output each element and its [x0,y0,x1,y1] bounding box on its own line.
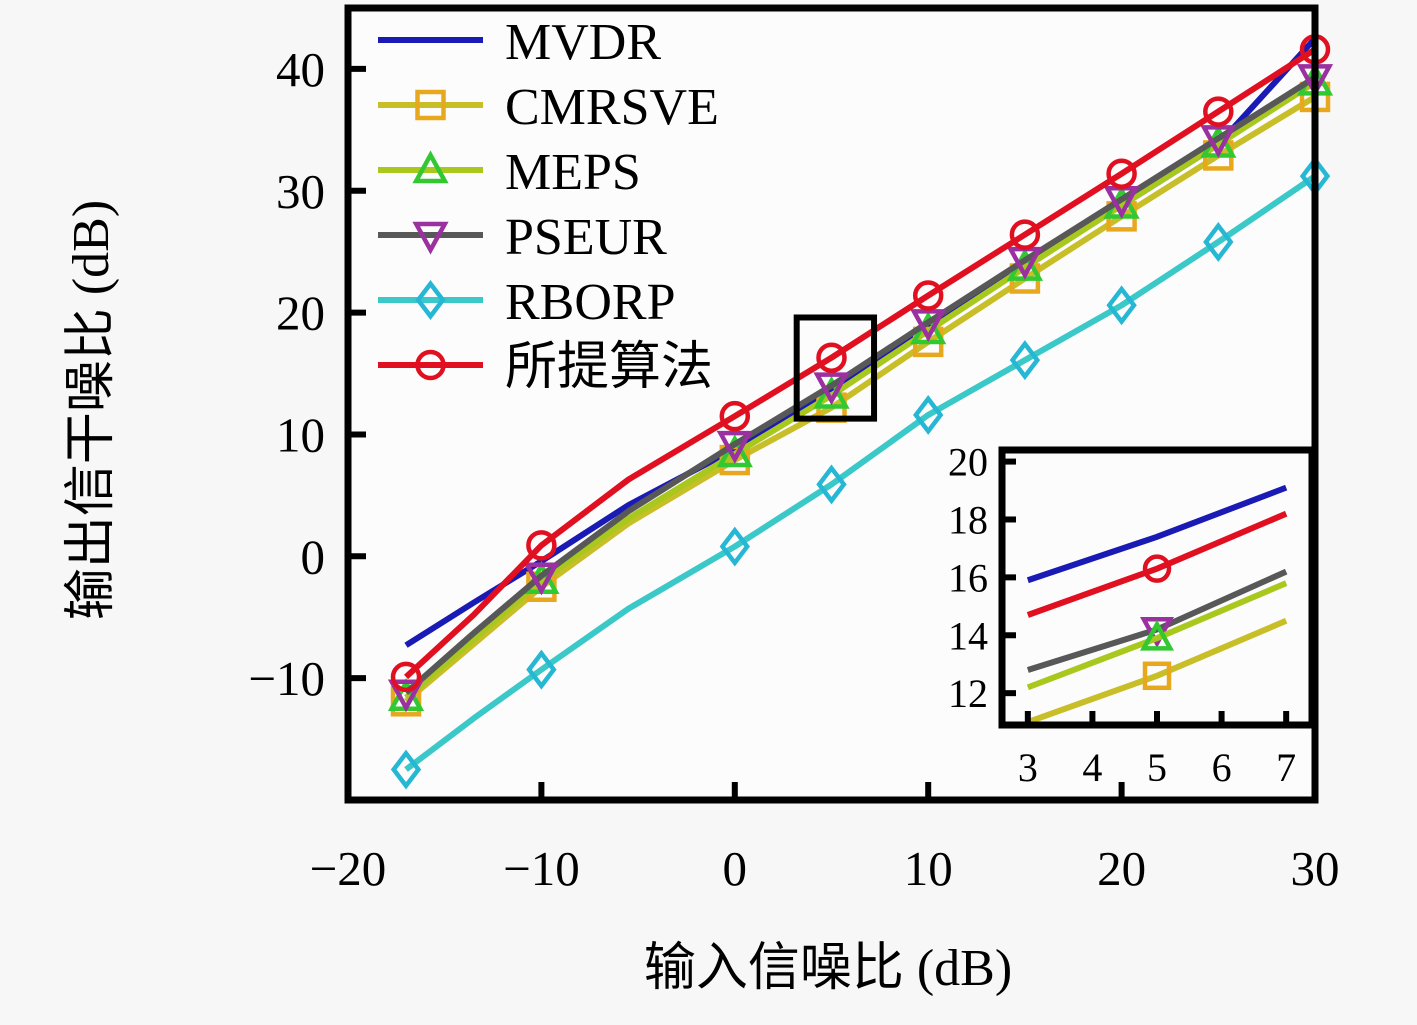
marker-triangle-up [412,150,449,184]
chart-legend: MVDR CMRSVE MEPS PSEUR RBORP 所提算法 [378,14,719,396]
marker-circle [719,400,751,432]
inset-y-tick-label: 16 [948,555,988,600]
marker-triangle-down [387,679,425,713]
inset-y-tick-label: 14 [948,613,988,658]
marker-triangle-down [523,562,560,596]
series-所提算法 [390,34,1331,693]
legend-entry-CMRSVE[interactable]: CMRSVE [378,79,719,136]
inset-line-MVDR [1026,484,1288,584]
marker-triangle-down [716,430,753,464]
legend-entry-所提算法[interactable]: 所提算法 [378,339,713,396]
marker-circle [816,342,847,373]
marker-circle [912,280,944,311]
legend-entry-MVDR[interactable]: MVDR [378,14,661,71]
marker-triangle-down [1200,125,1237,158]
y-axis-title: 输出信干噪比 (dB) [63,200,120,620]
marker-circle [1142,554,1172,583]
marker-triangle-down [910,309,947,342]
x-tick-label: 0 [723,841,748,896]
x-tick-label: −20 [310,841,387,896]
marker-circle [526,530,557,561]
marker-circle [1203,96,1234,127]
legend-label-MVDR: MVDR [505,14,661,71]
legend-label-MEPS: MEPS [505,144,641,201]
marker-diamond [526,649,557,690]
marker-triangle-up [1139,619,1175,651]
series-line [404,74,1317,696]
inset-background [1002,450,1312,725]
highlight-box [793,314,878,422]
marker-square [415,89,446,121]
x-tick-label: −10 [503,841,580,896]
inset-y-tick-label: 18 [948,497,988,542]
marker-diamond [1009,340,1041,381]
marker-square [1142,661,1172,691]
series-line [404,173,1317,772]
inset-x-tick-label: 4 [1082,745,1102,790]
marker-circle [1106,158,1137,189]
x-tick-label: 20 [1097,841,1146,896]
inset-tick-labels: 3 4 5 6 7 12 14 16 18 20 [948,440,1296,790]
inset-y-tick-label: 12 [948,671,988,716]
inset-line-CMRSVE [1026,618,1288,725]
series-line [403,46,1317,680]
x-axis-title: 输入信噪比 (dB) [644,940,1012,997]
legend-entry-PSEUR[interactable]: PSEUR [378,209,667,266]
axis-ticks [345,65,1318,800]
inset-line-MEPS [1026,580,1288,691]
marker-diamond [913,394,944,435]
y-tick-label: 10 [276,407,325,462]
marker-triangle-down [813,372,850,406]
x-tick-label: 10 [904,841,953,896]
inset-plot: 3 4 5 6 7 12 14 16 18 20 [948,440,1316,790]
legend-label-RBORP: RBORP [505,274,676,331]
legend-entry-RBORP[interactable]: RBORP [378,274,676,331]
marker-circle [415,349,446,381]
inset-x-tick-label: 6 [1212,745,1232,790]
marker-diamond [1203,221,1234,262]
axis-tick-labels: −20 −10 0 10 20 30 −10 0 10 20 30 40 [248,42,1339,896]
legend-label-CMRSVE: CMRSVE [505,79,719,136]
inset-x-tick-label: 5 [1147,745,1167,790]
inset-series-layer [1026,484,1288,725]
marker-diamond [1106,285,1137,326]
marker-triangle-down [1139,617,1175,648]
marker-circle [390,661,422,693]
inset-x-tick-label: 7 [1276,745,1296,790]
inset-axis-ticks [1002,458,1290,725]
marker-diamond [390,749,422,790]
y-tick-label: 40 [276,42,325,97]
inset-line-所提算法 [1026,510,1288,618]
series-line [404,79,1317,700]
y-tick-label: −10 [248,651,325,706]
inset-y-tick-label: 20 [948,440,988,485]
y-tick-label: 0 [301,529,326,584]
legend-entry-MEPS[interactable]: MEPS [378,144,641,201]
inset-x-tick-label: 3 [1018,745,1038,790]
marker-triangle-down [412,221,449,255]
plot-axes-frame [344,4,1319,804]
data-series-layer [387,34,1334,790]
y-tick-label: 20 [276,286,325,341]
marker-diamond [816,464,847,505]
x-tick-label: 30 [1291,841,1340,896]
inset-line-PSEUR [1026,568,1288,673]
legend-label-所提算法: 所提算法 [505,339,713,396]
marker-diamond [415,280,446,320]
marker-diamond [719,526,750,567]
marker-circle [1009,219,1041,250]
legend-label-PSEUR: PSEUR [505,209,667,266]
y-tick-label: 30 [276,164,325,219]
